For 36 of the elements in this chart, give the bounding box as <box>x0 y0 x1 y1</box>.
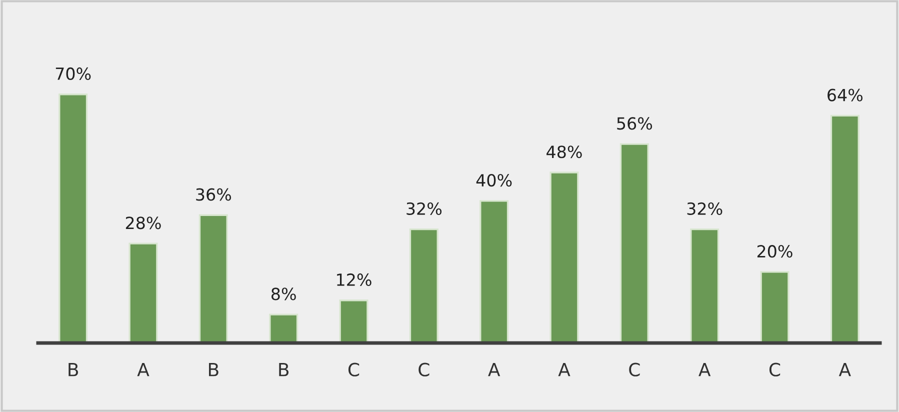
x-tick-label: C <box>348 362 360 376</box>
x-tick-label: A <box>137 363 150 376</box>
data-label: 28% <box>126 216 161 230</box>
bar <box>269 314 298 343</box>
x-tick-label: A <box>698 363 711 376</box>
data-label: 32% <box>687 202 722 216</box>
x-tick-label: B <box>68 363 78 376</box>
x-tick-label: A <box>488 363 500 376</box>
bar <box>480 200 509 343</box>
bar <box>198 214 228 343</box>
data-label: 48% <box>546 146 582 158</box>
data-label: 20% <box>757 245 792 258</box>
bar <box>690 228 720 343</box>
data-label: 36% <box>196 188 232 201</box>
data-label: 64% <box>828 88 863 102</box>
bar <box>128 242 158 343</box>
x-tick-label: C <box>418 362 430 376</box>
bar <box>830 114 860 343</box>
x-tick-label: C <box>769 362 780 376</box>
data-label: 8% <box>271 288 296 300</box>
x-tick-label: C <box>629 362 640 376</box>
x-tick-label: A <box>838 363 851 376</box>
bar <box>58 94 88 343</box>
data-label: 40% <box>476 174 512 187</box>
bar <box>620 143 649 343</box>
x-tick-label: A <box>558 363 570 376</box>
bar <box>760 271 790 343</box>
data-label: 32% <box>406 202 442 216</box>
data-label: 70% <box>56 67 91 80</box>
bar <box>409 228 438 343</box>
data-label: 56% <box>617 117 652 130</box>
data-label: 12% <box>337 273 372 286</box>
bar <box>339 300 368 343</box>
x-tick-label: B <box>208 363 218 376</box>
bar <box>550 172 579 343</box>
x-tick-label: B <box>279 363 288 376</box>
